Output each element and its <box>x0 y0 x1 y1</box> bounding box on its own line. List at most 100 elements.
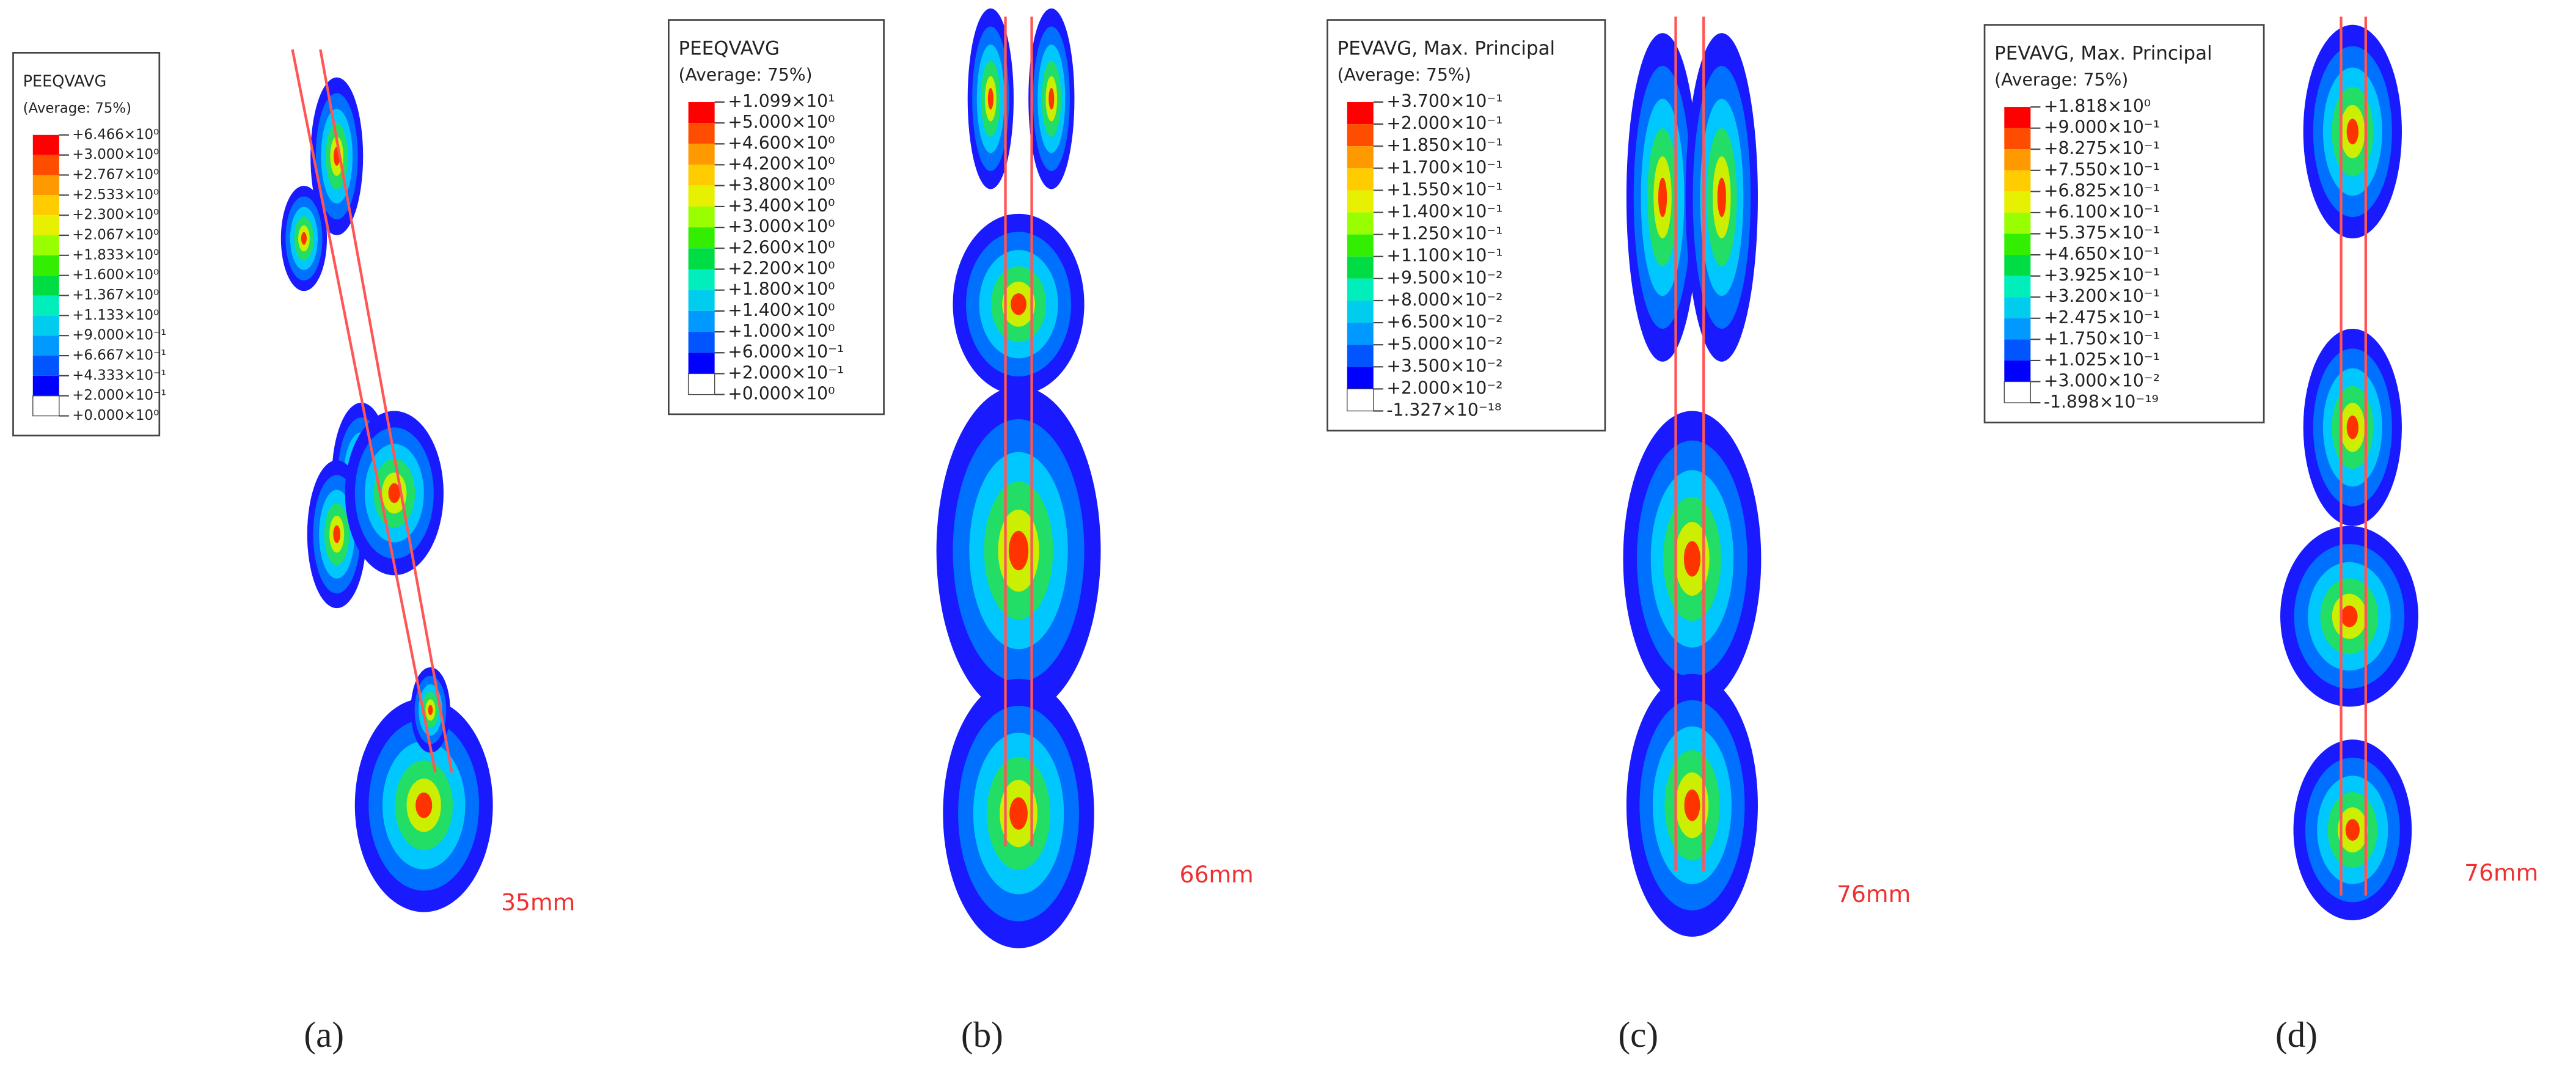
legend-label: +2.000×10⁻¹ <box>1386 113 1502 133</box>
color-swatch <box>1347 234 1374 257</box>
legend-label: +3.000×10⁰ <box>72 147 159 163</box>
legend-average: (Average: 75%) <box>23 100 131 116</box>
legend-label: +9.500×10⁻² <box>1386 268 1502 288</box>
color-swatch <box>32 375 59 396</box>
legend-label: +1.700×10⁻¹ <box>1386 157 1502 177</box>
legend-label: +6.500×10⁻² <box>1386 312 1502 332</box>
contour <box>1717 177 1726 218</box>
legend-label: +2.475×10⁻¹ <box>2044 307 2160 328</box>
legend-label: -1.898×10⁻¹⁹ <box>2044 392 2159 412</box>
color-swatch <box>688 332 715 353</box>
legend-label: +2.000×10⁻¹ <box>728 362 844 383</box>
legend-label: +5.000×10⁰ <box>728 112 835 132</box>
color-swatch <box>688 102 715 123</box>
contour <box>2345 819 2360 841</box>
color-swatch <box>32 255 59 276</box>
color-swatch <box>688 269 715 290</box>
legend-title: PEEQVAVG <box>678 37 779 59</box>
color-swatch <box>688 290 715 311</box>
legend-label: +4.650×10⁻¹ <box>2044 244 2160 264</box>
color-swatch <box>1347 146 1374 169</box>
panel-caption: (c) <box>1618 1014 1658 1055</box>
contour <box>2346 119 2359 145</box>
legend-label: +2.200×10⁰ <box>728 258 835 278</box>
color-swatch <box>1347 345 1374 367</box>
contour <box>1684 789 1700 821</box>
rod <box>319 49 453 773</box>
color-swatch <box>32 395 60 417</box>
legend-label: +0.000×10⁰ <box>72 408 159 423</box>
contour <box>1683 541 1700 577</box>
color-swatch <box>2004 297 2031 318</box>
legend-label: +8.275×10⁻¹ <box>2044 138 2160 158</box>
color-swatch <box>2004 276 2031 298</box>
legend-label: +1.100×10⁻¹ <box>1386 246 1502 266</box>
color-swatch <box>2004 107 2031 128</box>
color-swatch <box>32 335 59 356</box>
color-swatch <box>688 185 715 207</box>
legend-label: +2.000×10⁻² <box>1386 378 1502 398</box>
color-swatch <box>32 235 59 255</box>
color-swatch <box>688 248 715 269</box>
contour <box>415 792 433 818</box>
legend-label: +5.375×10⁻¹ <box>2044 222 2160 243</box>
color-swatch <box>32 315 59 336</box>
legend-label: +6.667×10⁻¹ <box>72 348 166 364</box>
contour <box>2346 416 2359 439</box>
color-swatch <box>687 373 715 395</box>
contour <box>428 705 433 716</box>
legend-label: +1.025×10⁻¹ <box>2044 350 2160 370</box>
legend-title: PEVAVG, Max. Principal <box>1337 37 1555 59</box>
color-swatch <box>2004 360 2031 382</box>
color-swatch <box>2004 128 2031 150</box>
color-swatch <box>688 353 715 374</box>
legend-label: +1.600×10⁰ <box>72 267 159 283</box>
legend-label: +1.550×10⁻¹ <box>1386 179 1502 199</box>
color-swatch <box>32 195 59 216</box>
legend-label: +3.800×10⁰ <box>728 175 835 195</box>
color-swatch <box>1347 168 1374 191</box>
dimension-label: 66mm <box>1180 861 1254 888</box>
legend-label: +1.800×10⁰ <box>728 279 835 299</box>
legend-box <box>1326 19 1606 432</box>
legend-average: (Average: 75%) <box>1994 70 2128 90</box>
legend-label: +0.000×10⁰ <box>728 384 835 404</box>
contour <box>301 232 307 245</box>
color-swatch <box>688 227 715 249</box>
legend-label: +3.925×10⁻¹ <box>2044 265 2160 285</box>
color-swatch <box>32 215 59 235</box>
legend-label: +7.550×10⁻¹ <box>2044 159 2160 180</box>
color-swatch <box>1347 300 1374 323</box>
legend-label: +2.600×10⁰ <box>728 237 835 257</box>
contour <box>2341 605 2358 628</box>
color-swatch <box>32 295 59 316</box>
color-swatch <box>688 144 715 165</box>
legend-label: +2.067×10⁰ <box>72 227 159 243</box>
color-swatch <box>32 134 59 155</box>
legend-label: +3.000×10⁰ <box>728 216 835 236</box>
contour <box>1011 293 1026 315</box>
dimension-label: 76mm <box>1837 881 1911 907</box>
color-swatch <box>688 164 715 186</box>
legend-label: +9.000×10⁻¹ <box>2044 117 2160 137</box>
color-swatch <box>2004 170 2031 192</box>
color-swatch <box>2004 191 2031 213</box>
legend-average: (Average: 75%) <box>1337 65 1471 85</box>
legend-label: +1.818×10⁰ <box>2044 96 2151 116</box>
panel-caption: (a) <box>304 1014 344 1055</box>
color-swatch <box>1347 102 1374 125</box>
legend-label: +1.133×10⁰ <box>72 307 159 323</box>
panel-caption: (b) <box>961 1014 1003 1055</box>
color-swatch <box>1347 278 1374 301</box>
legend-label: +2.300×10⁰ <box>72 207 159 223</box>
color-swatch <box>688 123 715 144</box>
legend-label: +2.000×10⁻¹ <box>72 387 166 403</box>
legend-label: +4.200×10⁰ <box>728 154 835 174</box>
legend-label: +3.000×10⁻² <box>2044 370 2160 390</box>
color-swatch <box>32 275 59 296</box>
rod <box>291 49 437 773</box>
contour <box>1658 177 1667 218</box>
legend-label: +1.367×10⁰ <box>72 287 159 303</box>
